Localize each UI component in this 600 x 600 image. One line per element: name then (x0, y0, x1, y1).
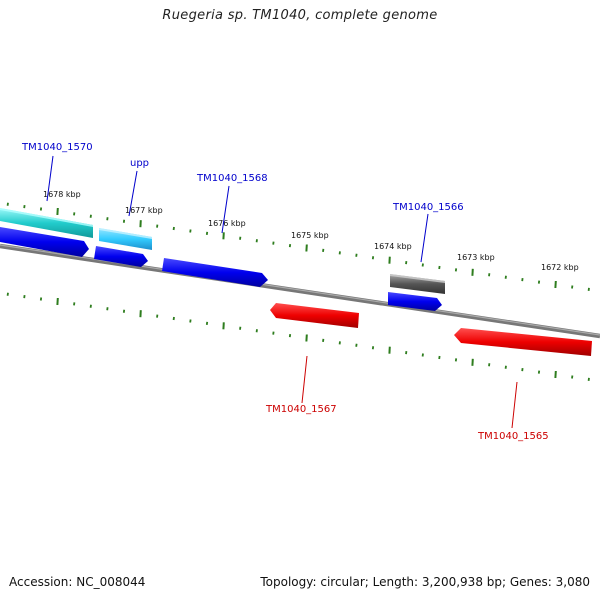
leader-tm1040-1566 (420, 213, 429, 263)
genome-backbone-highlight (0, 244, 600, 336)
leader-upp (128, 170, 138, 217)
tick-row-top (6, 202, 590, 292)
gene-rna-left[interactable] (0, 208, 93, 238)
tick-label-1677: 1677 kbp (125, 206, 163, 215)
gene-tm1040-1568[interactable] (162, 258, 268, 287)
tick-label-1673: 1673 kbp (457, 253, 495, 262)
label-tm1040-1566[interactable]: TM1040_1566 (392, 202, 464, 213)
label-tm1040-1570[interactable]: TM1040_1570 (21, 142, 93, 153)
tick-label-1672: 1672 kbp (541, 263, 579, 272)
accession-text: Accession: NC_008044 (9, 575, 146, 589)
leader-tm1040-1570 (46, 155, 54, 202)
gene-tm1040-1567[interactable] (270, 303, 359, 328)
leader-tm1040-1565 (511, 381, 518, 429)
genome-backbone (0, 243, 600, 339)
map-title: Ruegeria sp. TM1040, complete genome (162, 8, 438, 23)
tick-label-1678: 1678 kbp (43, 190, 81, 199)
tick-label-1676: 1676 kbp (208, 219, 246, 228)
gene-forward-left[interactable] (0, 227, 89, 257)
gene-upp[interactable] (99, 228, 152, 250)
tick-label-1674: 1674 kbp (374, 242, 412, 251)
genome-summary-text: Topology: circular; Length: 3,200,938 bp… (260, 575, 590, 589)
tick-label-1675: 1675 kbp (291, 231, 329, 240)
label-tm1040-1567[interactable]: TM1040_1567 (265, 404, 337, 415)
leader-tm1040-1567 (301, 355, 308, 404)
label-tm1040-1565[interactable]: TM1040_1565 (477, 431, 549, 442)
gene-forward-1566-lower[interactable] (388, 292, 442, 311)
label-tm1040-1568[interactable]: TM1040_1568 (196, 173, 268, 184)
tick-row-bottom (6, 292, 590, 382)
leader-tm1040-1568 (221, 185, 230, 234)
gene-tm1040-1566[interactable] (390, 274, 445, 294)
gene-forward-upp-lower[interactable] (94, 246, 148, 267)
gene-tm1040-1565[interactable] (454, 328, 592, 356)
label-upp[interactable]: upp (130, 158, 149, 169)
